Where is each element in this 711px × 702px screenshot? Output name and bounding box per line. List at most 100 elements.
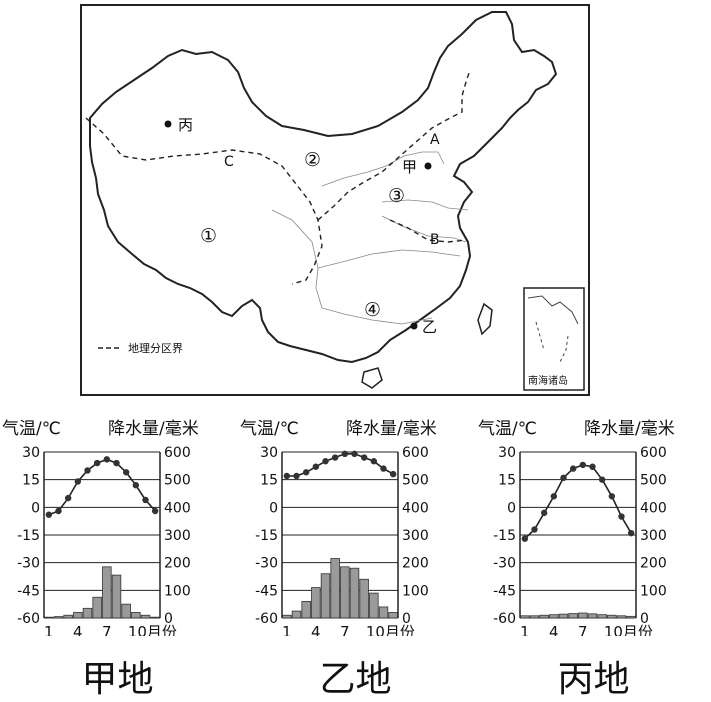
south-china-sea-inset bbox=[523, 287, 585, 391]
temp-line bbox=[286, 453, 394, 477]
temp-point bbox=[84, 467, 91, 474]
region-2: ② bbox=[304, 149, 321, 171]
temp-point bbox=[55, 507, 62, 515]
temp-tick-label: 30 bbox=[22, 445, 40, 461]
precip-axis-title: 降水量/毫米 bbox=[346, 419, 437, 439]
precip-tick-label: 600 bbox=[164, 445, 191, 461]
temp-point bbox=[389, 470, 397, 478]
temp-axis-title: 气温/℃ bbox=[2, 419, 61, 439]
label-A: A bbox=[430, 132, 440, 148]
precip-bar bbox=[520, 615, 530, 619]
temp-tick-label: -45 bbox=[17, 583, 40, 599]
precip-bar bbox=[311, 587, 321, 619]
month-tick-label: 1 bbox=[282, 623, 292, 636]
temp-tick-label: -60 bbox=[17, 611, 40, 627]
temp-tick-label: -15 bbox=[493, 528, 516, 544]
precip-tick-label: 300 bbox=[640, 528, 667, 544]
month-tick-label: 1 bbox=[520, 623, 530, 636]
point-jia bbox=[424, 162, 432, 170]
precip-tick-label: 600 bbox=[402, 445, 429, 461]
month-tick-label: 10月份 bbox=[604, 623, 653, 636]
temp-point bbox=[283, 472, 291, 480]
temp-tick-label: -30 bbox=[493, 556, 516, 572]
precip-tick-label: 500 bbox=[640, 473, 667, 489]
temp-tick-label: -15 bbox=[17, 528, 40, 544]
precip-tick-label: 500 bbox=[402, 473, 429, 489]
temp-point bbox=[540, 509, 548, 517]
precip-bar bbox=[92, 596, 102, 619]
province-boundaries bbox=[271, 151, 469, 325]
month-tick-label: 4 bbox=[549, 623, 559, 636]
legend-label: 地理分区界 bbox=[128, 342, 183, 355]
caption-bing: 丙地 bbox=[557, 659, 630, 700]
month-tick-label: 4 bbox=[73, 623, 83, 636]
precip-axis-title: 降水量/毫米 bbox=[584, 419, 675, 439]
temp-axis-title: 气温/℃ bbox=[478, 419, 537, 439]
precip-tick-label: 0 bbox=[164, 611, 173, 627]
precip-bar bbox=[131, 612, 141, 619]
inset-label: 南海诸岛 bbox=[528, 374, 568, 387]
temp-tick-label: -60 bbox=[493, 611, 516, 627]
precip-bar bbox=[320, 573, 331, 619]
climate-chart-bing: 气温/℃ 降水量/毫米 30 600 15 500 0 400 -15 300 -30 200 -45 1… bbox=[476, 408, 711, 641]
temp-tick-label: -15 bbox=[255, 528, 278, 544]
precip-tick-label: 600 bbox=[640, 445, 667, 461]
region-4: ④ bbox=[364, 299, 381, 321]
temp-point bbox=[579, 461, 587, 469]
temp-point bbox=[550, 493, 558, 500]
temp-point bbox=[122, 469, 130, 476]
temp-point bbox=[351, 450, 358, 458]
precip-bar bbox=[150, 616, 160, 619]
precip-tick-label: 400 bbox=[402, 500, 429, 516]
temp-point bbox=[341, 450, 349, 458]
precip-bar bbox=[539, 614, 549, 619]
point-bing bbox=[164, 120, 172, 128]
precip-tick-label: 200 bbox=[164, 556, 191, 572]
precip-bar bbox=[340, 566, 350, 619]
label-yi: 乙 bbox=[422, 318, 437, 336]
month-tick-label: 4 bbox=[311, 623, 321, 636]
temp-point bbox=[360, 454, 368, 461]
precip-bar bbox=[111, 574, 122, 619]
china-map-svg: 南海诸岛 丙 甲 乙 A B C ① ② ③ ④ 地理分区界 bbox=[85, 11, 585, 391]
inset-dashline bbox=[535, 321, 569, 363]
precip-bar bbox=[529, 615, 540, 619]
temp-point bbox=[598, 476, 606, 483]
label-bing: 丙 bbox=[178, 116, 193, 134]
climate-chart-bing-svg: 气温/℃ 降水量/毫米 30 600 15 500 0 400 -15 300 -30 200 -45 1… bbox=[478, 419, 675, 641]
temp-point bbox=[370, 458, 378, 465]
temp-tick-label: 15 bbox=[260, 473, 278, 489]
precip-tick-label: 100 bbox=[640, 583, 667, 599]
inset-coast bbox=[527, 295, 579, 325]
temp-point bbox=[322, 458, 329, 465]
temp-point bbox=[312, 463, 320, 470]
climate-chart-yi-svg: 气温/℃ 降水量/毫米 30 600 15 500 0 400 -15 300 -30 200 -45 1… bbox=[240, 419, 437, 641]
china-outline bbox=[89, 11, 558, 364]
precip-tick-label: 100 bbox=[164, 583, 191, 599]
precip-bar bbox=[301, 600, 311, 619]
temp-point bbox=[93, 459, 101, 467]
precip-tick-label: 300 bbox=[164, 528, 191, 544]
temp-point bbox=[74, 478, 82, 485]
precip-bar bbox=[53, 616, 64, 619]
month-tick-label: 7 bbox=[102, 623, 112, 636]
temp-point bbox=[331, 454, 339, 461]
precip-bar bbox=[291, 610, 302, 619]
temp-point bbox=[380, 465, 387, 472]
caption-yi: 乙地 bbox=[319, 659, 392, 700]
temp-tick-label: -30 bbox=[255, 556, 278, 572]
temp-point bbox=[560, 474, 567, 482]
region-1: ① bbox=[200, 225, 217, 247]
precip-bar bbox=[82, 607, 93, 619]
precip-tick-label: 200 bbox=[402, 556, 429, 572]
temp-axis-title: 气温/℃ bbox=[240, 419, 299, 439]
temp-point bbox=[293, 472, 300, 480]
precip-bar bbox=[388, 612, 398, 619]
precip-bar bbox=[102, 566, 112, 619]
temp-point bbox=[132, 482, 140, 489]
climate-chart-yi: 气温/℃ 降水量/毫米 30 600 15 500 0 400 -15 300 -30 200 -45 1… bbox=[238, 408, 473, 641]
precip-tick-label: 100 bbox=[402, 583, 429, 599]
precip-bar bbox=[378, 606, 389, 619]
month-tick-label: 10月份 bbox=[366, 623, 415, 636]
temp-point bbox=[569, 465, 577, 472]
